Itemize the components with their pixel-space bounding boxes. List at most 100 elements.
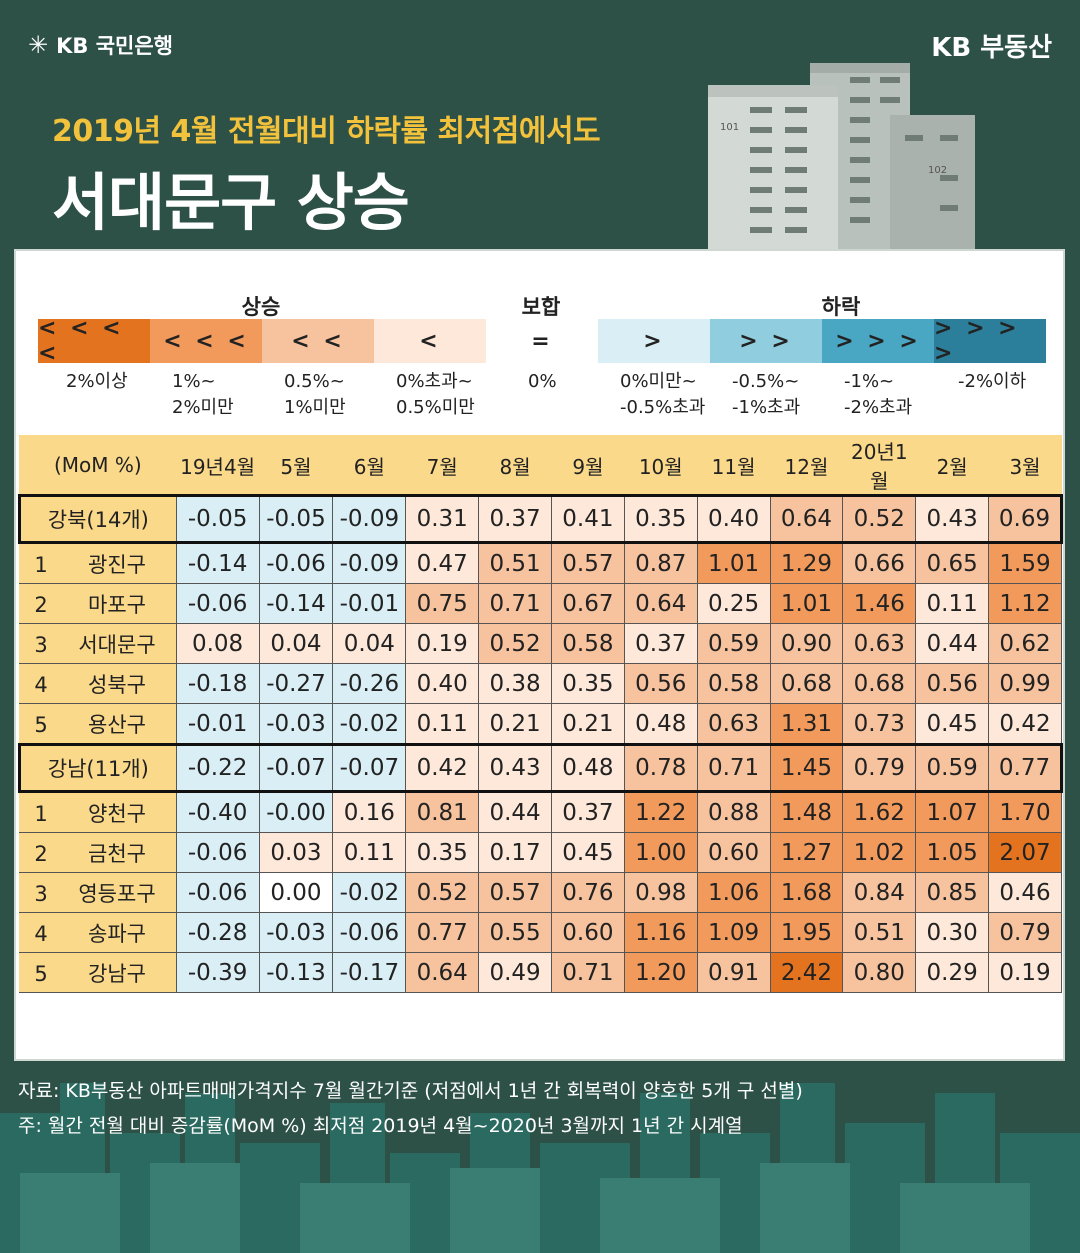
legend-range-line1: -1%~	[844, 371, 895, 392]
table-row: 3 서대문구 0.08 0.04 0.04 0.19 0.52 0.58 0.37 0.59 0.9…	[19, 623, 1062, 664]
method-note: 주: 월간 전월 대비 증감률(MoM %) 최저점 2019년 4월~2020…	[18, 1115, 743, 1137]
value-cell: 0.45	[550, 832, 625, 873]
value-cell: 1.29	[769, 542, 844, 584]
value-cell: 0.81	[405, 791, 480, 833]
value-cell: 0.51	[478, 542, 552, 584]
value-cell: -0.07	[332, 743, 407, 793]
value-cell: -0.02	[332, 872, 407, 913]
value-cell: 0.35	[405, 832, 480, 873]
legend-range-label: 0%초과~ 0.5%미만	[396, 369, 475, 421]
value-cell: 0.60	[696, 832, 771, 873]
value-cell: -0.06	[258, 542, 334, 584]
legend-range-line2: 1%미만	[284, 397, 346, 418]
row-label: 5 용산구	[19, 703, 177, 745]
row-rank: 4	[34, 921, 48, 946]
value-cell: 0.52	[405, 872, 480, 913]
value-cell: 0.58	[696, 663, 771, 704]
value-cell: 0.66	[842, 542, 917, 584]
value-cell: 0.00	[258, 872, 334, 913]
row-rank: 2	[34, 592, 48, 617]
table-row: 4 성북구 -0.18 -0.27 -0.26 0.40 0.38 0.35 0.56 0.58 0…	[19, 663, 1062, 704]
row-label: 2 금천구	[19, 832, 177, 873]
value-cell: 0.60	[550, 912, 625, 953]
value-cell: -0.06	[175, 872, 260, 913]
value-cell: 1.00	[623, 832, 698, 873]
value-cell: -0.06	[175, 832, 260, 873]
value-cell: 0.21	[478, 703, 552, 745]
value-cell: 0.75	[405, 583, 480, 624]
value-cell: 1.59	[988, 542, 1062, 584]
table-row: 5 용산구 -0.01 -0.03 -0.02 0.11 0.21 0.21 0.48 0.63 1…	[19, 703, 1062, 745]
source-note: 자료: KB부동산 아파트매매가격지수 7월 월간기준 (저점에서 1년 간 회…	[18, 1080, 803, 1102]
value-cell: 0.37	[478, 494, 552, 544]
value-cell: 0.65	[915, 542, 990, 584]
value-cell: 0.68	[842, 663, 917, 704]
value-cell: 1.09	[696, 912, 771, 953]
value-cell: 0.35	[623, 494, 698, 544]
row-rank: 5	[34, 712, 48, 737]
legend-range-label: -0.5%~ -1%초과	[732, 369, 800, 421]
legend-swatch: > > >	[822, 319, 934, 363]
value-cell: 1.16	[623, 912, 698, 953]
value-cell: 1.48	[769, 791, 844, 833]
value-cell: 0.62	[988, 623, 1062, 664]
value-cell: 1.01	[696, 542, 771, 584]
value-cell: 0.64	[405, 952, 480, 993]
value-cell: 0.46	[988, 872, 1062, 913]
legend-swatch: =	[486, 319, 598, 363]
value-cell: 0.85	[915, 872, 990, 913]
value-cell: 0.71	[550, 952, 625, 993]
legend-range-line2: -2%초과	[844, 397, 913, 418]
row-rank: 4	[34, 672, 48, 697]
table-row: 3 영등포구 -0.06 0.00 -0.02 0.52 0.57 0.76 0.98 1.06 1…	[19, 872, 1062, 913]
value-cell: 0.88	[696, 791, 771, 833]
value-cell: 0.31	[405, 494, 480, 544]
legend-swatch: > > > >	[934, 316, 1046, 366]
row-name: 마포구	[88, 592, 146, 617]
value-cell: 0.67	[550, 583, 625, 624]
value-cell: 0.16	[332, 791, 407, 833]
mom-table: (MoM %) 19년4월 5월 6월 7월 8월 9월 10월 11월 12월 20년1월 2월 3월…	[18, 435, 1063, 993]
row-name: 강남구	[88, 961, 146, 986]
value-cell: 0.11	[915, 583, 990, 624]
value-cell: 1.62	[842, 791, 917, 833]
row-name: 송파구	[88, 921, 146, 946]
value-cell: 2.07	[988, 832, 1062, 873]
value-cell: 0.04	[332, 623, 407, 664]
value-cell: 0.49	[478, 952, 552, 993]
apartment-buildings-illustration: 101 102	[708, 63, 975, 250]
row-label: 4 송파구	[19, 912, 177, 953]
legend-range-label: 0%미만~ -0.5%초과	[620, 369, 705, 421]
row-rank: 3	[34, 881, 48, 906]
value-cell: 0.37	[550, 791, 625, 833]
value-cell: 0.80	[842, 952, 917, 993]
value-cell: 0.77	[988, 743, 1063, 793]
value-cell: -0.13	[258, 952, 334, 993]
value-cell: 1.45	[769, 743, 844, 793]
value-cell: 1.70	[988, 791, 1062, 833]
value-cell: 0.52	[842, 494, 917, 544]
value-cell: 2.42	[769, 952, 844, 993]
building-label-102: 102	[928, 165, 947, 176]
value-cell: 0.90	[769, 623, 844, 664]
row-label: 4 성북구	[19, 663, 177, 704]
legend-range-line2: 0.5%미만	[396, 397, 475, 418]
column-header: 8월	[478, 435, 552, 496]
value-cell: 0.79	[988, 912, 1062, 953]
value-cell: 0.19	[988, 952, 1062, 993]
value-cell: 1.01	[769, 583, 844, 624]
value-cell: 0.98	[623, 872, 698, 913]
row-rank: 1	[34, 552, 48, 577]
row-name: 광진구	[88, 552, 146, 577]
table-row: 5 강남구 -0.39 -0.13 -0.17 0.64 0.49 0.71 1.20 0.91 2…	[19, 952, 1062, 993]
value-cell: 0.47	[405, 542, 480, 584]
legend-range-label: 1%~ 2%미만	[172, 369, 234, 421]
value-cell: 0.71	[696, 743, 771, 793]
value-cell: 0.42	[988, 703, 1062, 745]
legend-range-line2: -1%초과	[732, 397, 801, 418]
value-cell: 1.95	[769, 912, 844, 953]
value-cell: -0.05	[175, 494, 260, 544]
column-header: 7월	[405, 435, 480, 496]
page-subtitle: 2019년 4월 전월대비 하락률 최저점에서도	[52, 114, 601, 149]
value-cell: 0.41	[550, 494, 625, 544]
